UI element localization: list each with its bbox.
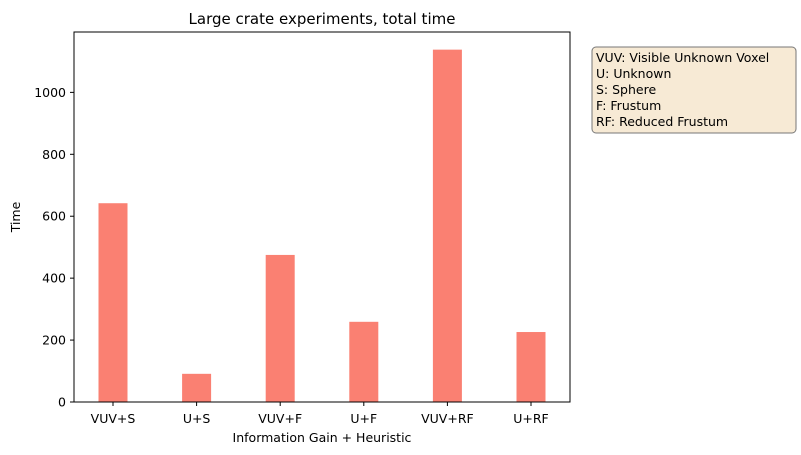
x-tick-label: U+F: [350, 411, 377, 426]
x-tick-label: VUV+S: [91, 411, 136, 426]
bar-vuv-plus-rf: [432, 49, 462, 403]
y-tick-label: 800: [42, 147, 66, 162]
chart-title: Large crate experiments, total time: [189, 10, 456, 28]
bar-vuv-plus-f: [265, 254, 295, 402]
bar-u-plus-rf: [516, 332, 546, 402]
abbreviation-line: F: Frustum: [596, 98, 661, 113]
y-tick-label: 600: [42, 209, 66, 224]
x-axis-ticks: VUV+S U+S VUV+F U+F VUV+RF U+RF: [91, 402, 549, 426]
bars-group: [98, 49, 546, 403]
bar-u-plus-f: [349, 321, 379, 402]
y-tick-label: 0: [58, 395, 66, 410]
x-tick-label: U+S: [183, 411, 211, 426]
abbreviation-line: S: Sphere: [596, 82, 656, 97]
x-tick-label: VUV+RF: [421, 411, 474, 426]
abbreviation-line: VUV: Visible Unknown Voxel: [596, 50, 769, 65]
x-tick-label: VUV+F: [258, 411, 302, 426]
x-axis-label: Information Gain + Heuristic: [233, 430, 412, 445]
y-tick-label: 1000: [34, 85, 66, 100]
y-tick-label: 400: [42, 271, 66, 286]
y-axis-ticks: 0 200 400 600 800 1000: [34, 85, 74, 410]
abbreviation-line: RF: Reduced Frustum: [596, 114, 728, 129]
x-tick-label: U+RF: [513, 411, 549, 426]
plot-frame: [73, 31, 571, 403]
abbreviation-legend-background: [591, 46, 797, 134]
abbreviation-line: U: Unknown: [596, 66, 671, 81]
bar-vuv-plus-s: [98, 203, 128, 402]
y-axis-label: Time: [8, 201, 23, 233]
bar-u-plus-s: [182, 373, 212, 402]
y-tick-label: 200: [42, 333, 66, 348]
